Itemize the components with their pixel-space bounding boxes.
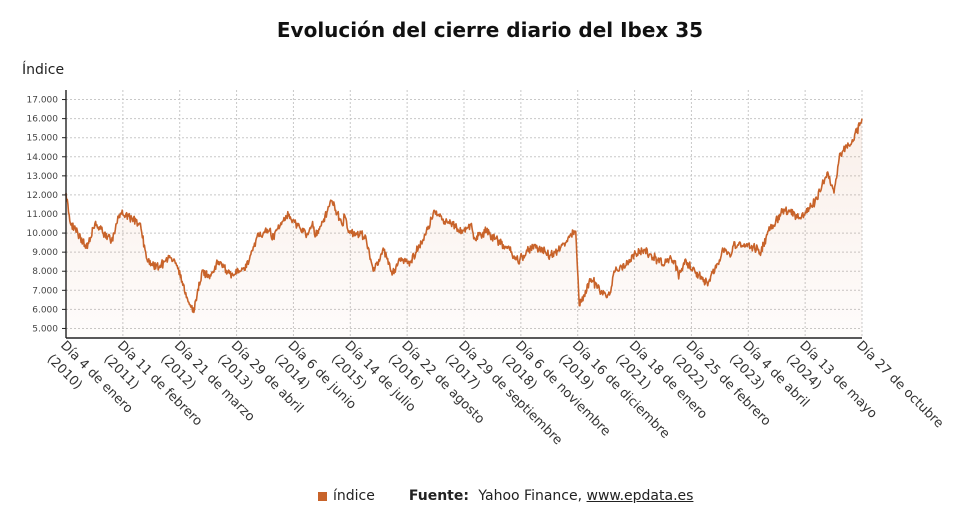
y-tick-label: 6.000 (32, 305, 58, 315)
y-tick-label: 7.000 (32, 286, 58, 296)
legend-label[interactable]: índice (333, 488, 375, 504)
series-layer (65, 118, 863, 338)
legend-swatch (318, 491, 327, 501)
y-tick-label: 11.000 (27, 210, 59, 220)
y-axis-title: Índice (22, 62, 65, 78)
source-text: Yahoo Finance, (473, 488, 587, 504)
axes (62, 90, 862, 339)
y-tick-label: 5.000 (32, 324, 58, 334)
y-tick-label: 16.000 (27, 115, 59, 125)
y-tick-label: 10.000 (27, 229, 59, 239)
y-tick-label: 15.000 (27, 134, 59, 144)
legend: índice Fuente: Yahoo Finance, www.epdata… (318, 488, 693, 504)
y-tick-label: 14.000 (27, 153, 59, 163)
y-tick-labels: 5.000 6.000 7.000 8.000 9.000 10.000 11.000 12.… (27, 96, 59, 335)
source-label: Fuente: (408, 488, 469, 504)
y-tick-label: 8.000 (32, 267, 58, 277)
series-area-fill (66, 118, 862, 338)
chart-title: Evolución del cierre diario del Ibex 35 (276, 18, 704, 42)
y-tick-label: 12.000 (27, 191, 59, 201)
y-tick-label: 17.000 (27, 96, 59, 106)
y-tick-label: 13.000 (27, 172, 59, 182)
y-tick-label: 9.000 (32, 248, 58, 258)
series-line-indice[interactable] (65, 118, 863, 314)
x-tick-labels: Día 4 de enero(2010) Día 11 de febrero(20… (44, 338, 946, 448)
source-link[interactable]: www.epdata.es (586, 488, 694, 504)
